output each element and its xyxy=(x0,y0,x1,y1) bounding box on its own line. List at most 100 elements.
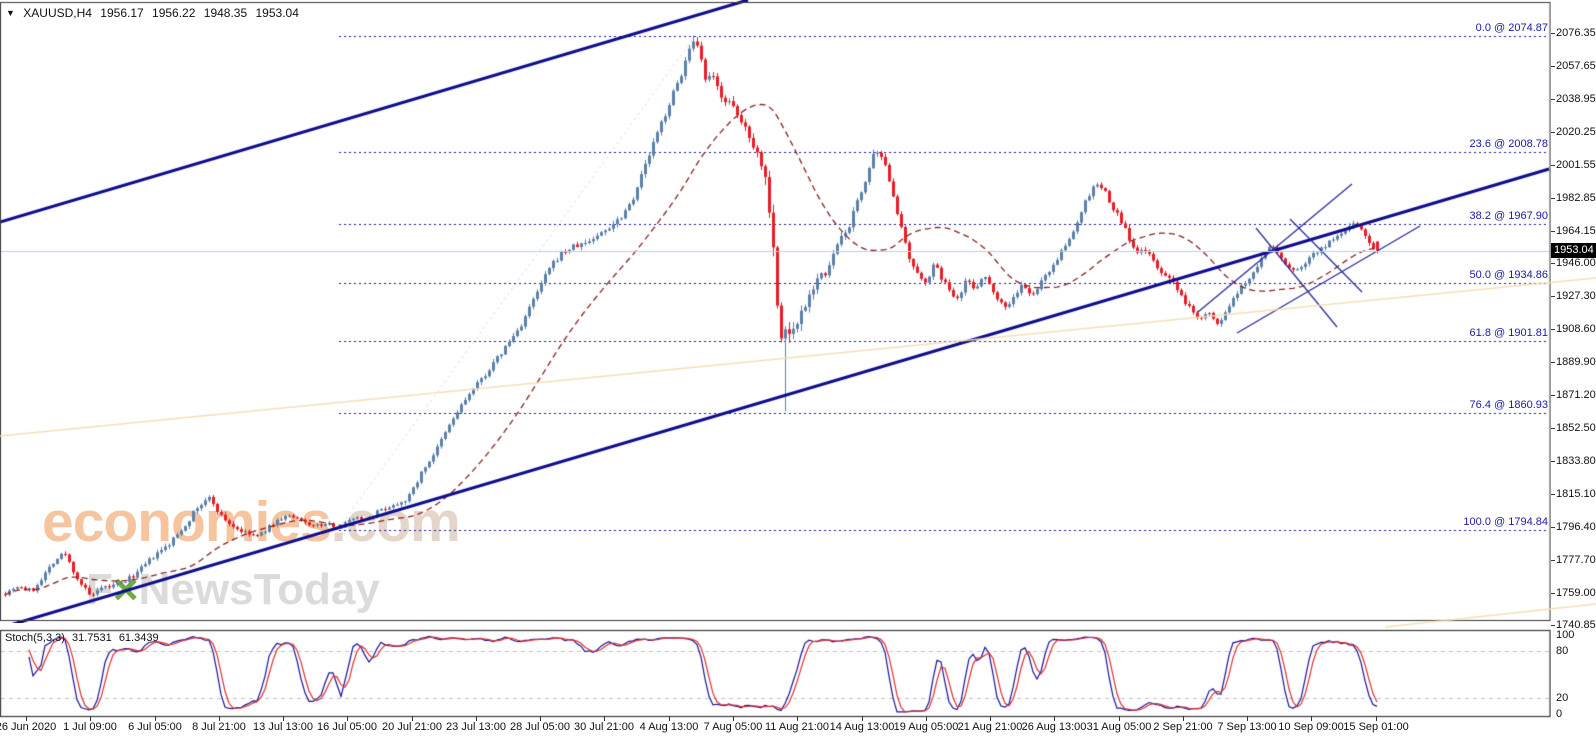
stoch-axis-label: 100 xyxy=(1556,628,1575,641)
time-axis-label: 6 Jul 05:00 xyxy=(128,721,182,733)
time-axis-tick xyxy=(862,716,863,721)
price-axis-label: 1964.15 xyxy=(1556,224,1596,237)
price-axis-label: 1833.80 xyxy=(1556,454,1596,467)
price-axis-label: 1759.00 xyxy=(1556,586,1596,599)
price-axis-label: 2038.95 xyxy=(1556,92,1596,105)
time-axis-label: 16 Jul 05:00 xyxy=(317,721,377,733)
time-axis-tick xyxy=(412,716,413,721)
fibonacci-level-label: 50.0 @ 1934.86 xyxy=(1469,268,1548,281)
price-axis-tick xyxy=(1551,559,1555,561)
price-axis-label: 1871.20 xyxy=(1556,388,1596,401)
price-axis-tick xyxy=(1551,361,1555,363)
quote-open: 1956.17 xyxy=(100,6,144,20)
stoch-axis-label: 20 xyxy=(1556,691,1569,704)
symbol-timeframe-label: XAUUSD,H4 xyxy=(23,6,92,20)
current-price-badge: 1953.04 xyxy=(1551,243,1596,258)
price-axis-label: 2001.55 xyxy=(1556,158,1596,171)
time-axis-label: 26 Jun 2020 xyxy=(0,721,57,733)
time-axis-label: 7 Sep 13:00 xyxy=(1217,721,1277,733)
time-axis-label: 23 Jul 13:00 xyxy=(446,721,506,733)
time-axis-tick xyxy=(90,716,91,721)
quote-close: 1953.04 xyxy=(255,6,299,20)
price-axis-label: 1815.10 xyxy=(1556,487,1596,500)
time-axis-label: 14 Aug 13:00 xyxy=(829,721,895,733)
price-axis-tick xyxy=(1551,98,1555,100)
time-axis-tick xyxy=(1247,716,1248,721)
time-axis-tick xyxy=(347,716,348,721)
price-axis-tick xyxy=(1551,295,1555,297)
time-axis-tick xyxy=(733,716,734,721)
time-axis-tick xyxy=(219,716,220,721)
chart-title: ▼ XAUUSD,H4 1956.17 1956.22 1948.35 1953… xyxy=(6,6,304,20)
price-axis-tick xyxy=(1551,493,1555,495)
stoch-signal-value: 61.3439 xyxy=(118,632,159,644)
price-axis-tick xyxy=(1551,164,1555,166)
time-axis-tick xyxy=(1054,716,1055,721)
price-axis-label: 1852.50 xyxy=(1556,421,1596,434)
price-axis-label: 1946.00 xyxy=(1556,257,1596,269)
price-axis-tick xyxy=(1551,526,1555,528)
time-axis-label: 4 Aug 13:00 xyxy=(639,721,699,733)
time-axis-tick xyxy=(990,716,991,721)
time-axis-tick xyxy=(1119,716,1120,721)
time-axis-label: 21 Aug 21:00 xyxy=(957,721,1023,733)
price-axis-tick xyxy=(1551,624,1555,626)
price-axis-label: 1927.30 xyxy=(1556,289,1596,302)
time-axis-label: 2 Sep 21:00 xyxy=(1153,721,1213,733)
price-axis-tick xyxy=(1551,592,1555,594)
time-axis-tick xyxy=(26,716,27,721)
time-axis-tick xyxy=(669,716,670,721)
time-axis-label: 28 Jul 05:00 xyxy=(510,721,570,733)
price-axis-tick xyxy=(1551,460,1555,462)
time-axis-tick xyxy=(283,716,284,721)
time-axis-label: 1 Jul 09:00 xyxy=(63,721,117,733)
time-axis-label: 13 Jul 13:00 xyxy=(253,721,313,733)
fibonacci-level-label: 38.2 @ 1967.90 xyxy=(1469,210,1548,223)
price-axis-label: 2057.65 xyxy=(1556,59,1596,72)
time-axis-tick xyxy=(476,716,477,721)
time-axis-tick xyxy=(1183,716,1184,721)
price-chart-canvas[interactable] xyxy=(0,0,1551,623)
price-axis-tick xyxy=(1551,263,1555,264)
time-axis-tick xyxy=(926,716,927,721)
time-axis-label: 8 Jul 21:00 xyxy=(192,721,246,733)
quote-high: 1956.22 xyxy=(152,6,196,20)
price-axis-label: 1889.90 xyxy=(1556,355,1596,368)
fibonacci-level-label: 23.6 @ 2008.78 xyxy=(1469,138,1548,151)
price-axis-tick xyxy=(1551,131,1555,133)
fibonacci-level-label: 61.8 @ 1901.81 xyxy=(1469,326,1548,339)
time-axis-label: 26 Aug 13:00 xyxy=(1021,721,1087,733)
price-axis-tick xyxy=(1551,427,1555,429)
time-axis-label: 15 Sep 01:00 xyxy=(1343,721,1409,733)
price-axis-tick xyxy=(1551,197,1555,199)
time-axis-label: 20 Jul 21:00 xyxy=(382,721,442,733)
price-axis-label: 1777.70 xyxy=(1556,553,1596,566)
time-axis-label: 11 Aug 21:00 xyxy=(764,721,830,733)
stoch-name: Stoch(5,3,3) xyxy=(5,632,65,644)
price-axis-tick xyxy=(1551,33,1555,34)
stoch-main-value: 31.7531 xyxy=(71,632,112,644)
time-axis-label: 7 Aug 05:00 xyxy=(703,721,763,733)
price-axis-tick xyxy=(1551,65,1555,67)
stoch-axis-label: 80 xyxy=(1556,644,1569,657)
price-axis-label: 1982.85 xyxy=(1556,191,1596,204)
price-axis-tick xyxy=(1551,328,1555,330)
price-axis-label: 2020.25 xyxy=(1556,125,1596,138)
price-axis-label: 2076.35 xyxy=(1556,27,1596,39)
quote-low: 1948.35 xyxy=(203,6,248,20)
stochastic-indicator-label: Stoch(5,3,3) 31.7531 61.3439 xyxy=(5,632,163,644)
time-axis-tick xyxy=(540,716,541,721)
symbol-dropdown-icon: ▼ xyxy=(6,8,15,18)
stochastic-panel-canvas[interactable] xyxy=(0,628,1551,720)
price-axis-tick xyxy=(1551,230,1555,232)
time-axis-label: 10 Sep 09:00 xyxy=(1278,721,1344,733)
time-axis-tick xyxy=(155,716,156,721)
price-axis-tick xyxy=(1551,394,1555,396)
fibonacci-level-label: 76.4 @ 1860.93 xyxy=(1469,399,1548,412)
fibonacci-level-label: 100.0 @ 1794.84 xyxy=(1463,515,1548,528)
price-axis-label: 1796.40 xyxy=(1556,520,1596,533)
time-axis-tick xyxy=(1311,716,1312,721)
time-axis-tick xyxy=(797,716,798,721)
fibonacci-level-label: 0.0 @ 2074.87 xyxy=(1475,21,1548,34)
